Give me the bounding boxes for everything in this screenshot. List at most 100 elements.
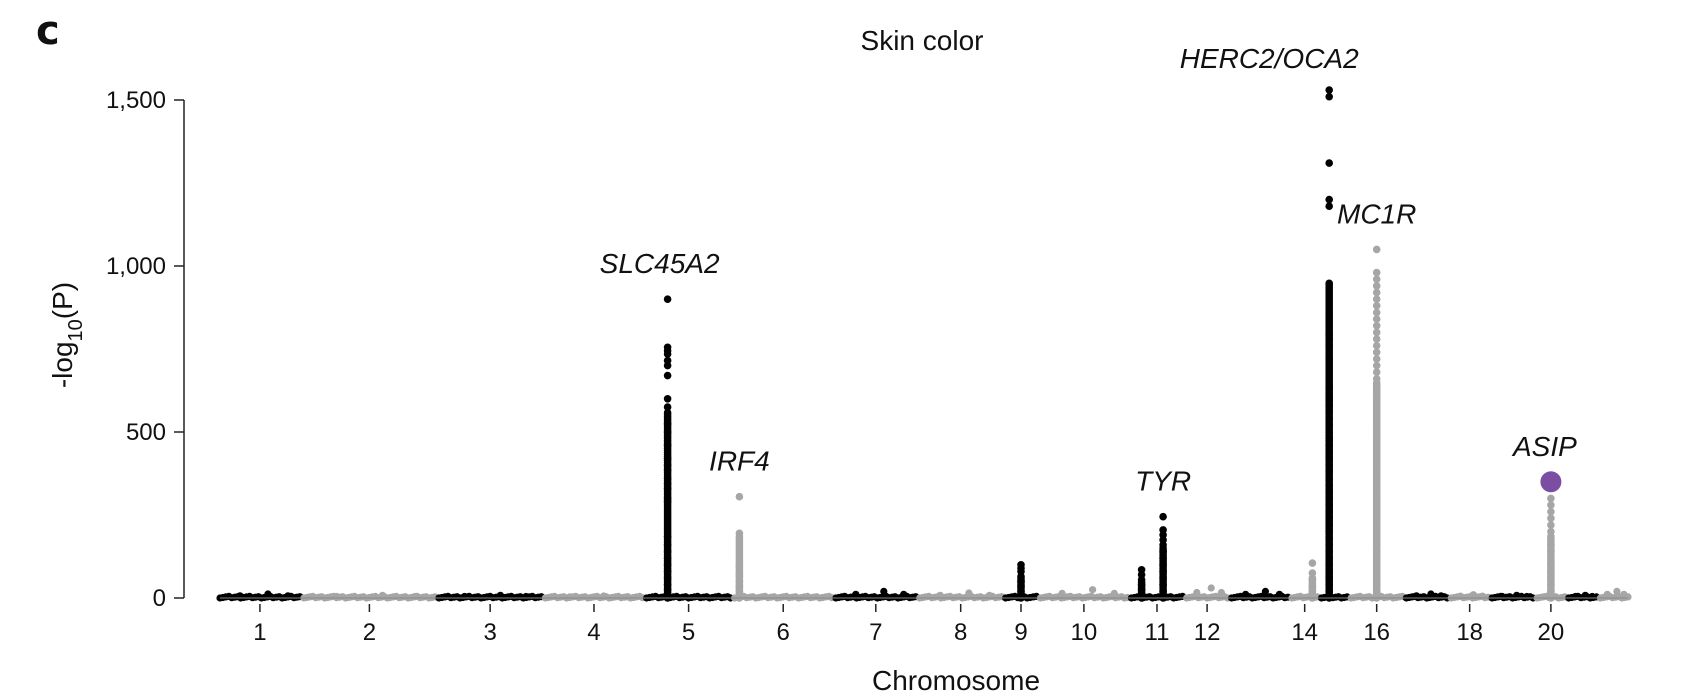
snp-point <box>1372 315 1381 323</box>
snp-point <box>496 591 504 599</box>
snp-point <box>1017 574 1025 582</box>
snp-point <box>663 408 672 417</box>
x-tick-label: 9 <box>1014 619 1027 646</box>
snp-point <box>1372 268 1381 277</box>
snp-point <box>1308 574 1317 582</box>
y-axis-title-sub: 10 <box>65 319 87 341</box>
snp-point <box>624 593 632 601</box>
snp-point <box>460 592 469 601</box>
snp-point <box>1325 202 1333 210</box>
snp-point <box>378 591 387 599</box>
y-axis-title-main: -log <box>47 341 78 388</box>
snp-point <box>1159 544 1167 552</box>
snp-point <box>1110 589 1118 598</box>
x-tick-label: 16 <box>1363 619 1390 646</box>
snp-point <box>1572 592 1580 601</box>
x-tick-label: 14 <box>1291 619 1318 646</box>
panel-letter: c <box>36 8 60 54</box>
x-tick-label: 6 <box>777 619 790 646</box>
snp-point <box>663 403 672 411</box>
gene-label: ASIP <box>1511 431 1577 462</box>
snp-point <box>1325 92 1333 101</box>
chart-title: Skin color <box>861 25 984 56</box>
x-tick-label: 10 <box>1071 619 1098 646</box>
snp-point <box>1620 590 1628 598</box>
snp-point <box>1325 86 1333 94</box>
data-points <box>216 86 1632 602</box>
x-axis-title: Chromosome <box>872 665 1040 694</box>
snp-point <box>566 593 574 601</box>
gene-labels: SLC45A2 IRF4 TYR HERC2/OCA2 MC1R ASIP <box>600 43 1577 497</box>
y-axis-title-paren: (P) <box>47 282 78 319</box>
snp-point <box>1217 588 1225 597</box>
snp-point <box>1498 592 1506 601</box>
snp-point <box>1547 507 1555 516</box>
snp-point <box>264 590 272 598</box>
snp-point <box>1547 521 1555 529</box>
snp-point <box>1469 591 1477 599</box>
snp-point <box>1547 514 1555 523</box>
lead-snp-highlight <box>1540 471 1562 493</box>
snp-point <box>1588 592 1596 601</box>
snp-point <box>1325 279 1333 288</box>
snp-point <box>1137 578 1146 586</box>
snp-point <box>411 592 419 601</box>
x-tick-label: 3 <box>483 619 496 646</box>
y-tick-label: 1,500 <box>106 87 166 114</box>
y-axis: 0 500 1,000 1,500 <box>106 87 185 612</box>
snp-point <box>985 591 994 599</box>
snp-point <box>1308 559 1317 567</box>
snp-point <box>1242 590 1250 598</box>
snp-point <box>1547 532 1555 540</box>
snp-point <box>1513 591 1521 599</box>
snp-point <box>1372 245 1381 254</box>
snp-point <box>1456 592 1465 600</box>
x-tick-label: 12 <box>1194 619 1221 646</box>
snp-point <box>880 587 888 596</box>
snp-point <box>600 592 608 600</box>
snp-point <box>1207 584 1215 592</box>
snp-point <box>1523 592 1531 601</box>
x-tick-label: 18 <box>1456 619 1483 646</box>
snp-point <box>1325 195 1333 204</box>
snp-point <box>1372 341 1381 350</box>
snp-point <box>1372 275 1381 284</box>
snp-point <box>1372 308 1381 317</box>
x-axis: 1 2 3 4 5 6 7 8 9 10 11 12 14 16 18 20 <box>253 604 1564 646</box>
gene-label: TYR <box>1135 466 1191 497</box>
snp-point <box>1372 282 1381 290</box>
gene-label: IRF4 <box>709 446 770 477</box>
snp-point <box>1372 328 1381 337</box>
snp-point <box>1058 589 1066 598</box>
snp-point <box>735 532 744 540</box>
snp-point <box>1372 361 1381 370</box>
snp-point <box>936 591 944 599</box>
snp-point <box>1547 501 1555 509</box>
snp-point <box>1193 588 1201 597</box>
snp-point <box>663 395 672 403</box>
snp-point <box>735 492 744 501</box>
y-tick-label: 500 <box>126 419 166 446</box>
y-tick-label: 1,000 <box>106 253 166 280</box>
snp-point <box>852 590 860 598</box>
snp-point <box>1372 355 1381 363</box>
snp-point <box>1089 586 1097 594</box>
snp-point <box>1581 591 1589 599</box>
x-tick-label: 7 <box>869 619 882 646</box>
y-axis-title: -log10(P) <box>47 282 87 388</box>
snp-point <box>1427 590 1435 598</box>
snp-point <box>1372 348 1381 357</box>
snp-point <box>965 589 973 597</box>
gene-label: MC1R <box>1337 198 1416 229</box>
snp-point <box>1372 322 1381 330</box>
snp-point <box>663 350 672 358</box>
x-tick-label: 5 <box>682 619 695 646</box>
snp-point <box>1372 295 1381 304</box>
snp-point <box>1372 335 1381 343</box>
x-tick-label: 20 <box>1538 619 1565 646</box>
snp-point <box>1275 590 1283 598</box>
snp-point <box>1372 288 1381 297</box>
snp-point <box>1159 512 1167 521</box>
x-tick-label: 1 <box>253 619 266 646</box>
